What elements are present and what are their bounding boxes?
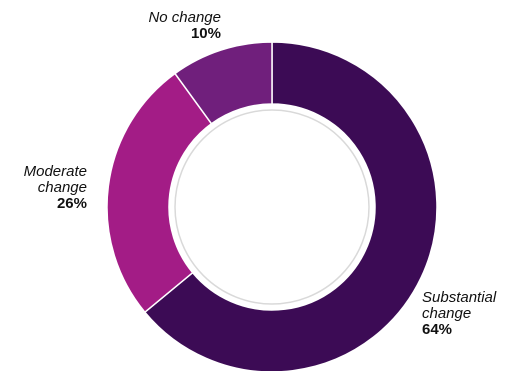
- slice-value-label: 26%: [56, 195, 87, 212]
- slice-label-substantial-change: Substantial change 64%: [422, 290, 496, 338]
- slice-value-label: 64%: [422, 321, 453, 338]
- slice-label-moderate-change: Moderate change 26%: [24, 164, 87, 212]
- slice-label-no-change: No change 10%: [148, 10, 221, 42]
- slice-label-line2: change: [422, 305, 472, 322]
- slice-label-line2: No change: [148, 9, 221, 26]
- slice-label-line1: Substantial: [422, 289, 497, 306]
- slice-label-line2: change: [37, 179, 87, 196]
- donut-hole: [169, 104, 375, 310]
- donut-slice-2: [173, 41, 273, 125]
- donut-inner-ring: [174, 109, 370, 305]
- slice-value-label: 10%: [190, 25, 221, 42]
- slice-label-line1: Moderate: [23, 163, 87, 180]
